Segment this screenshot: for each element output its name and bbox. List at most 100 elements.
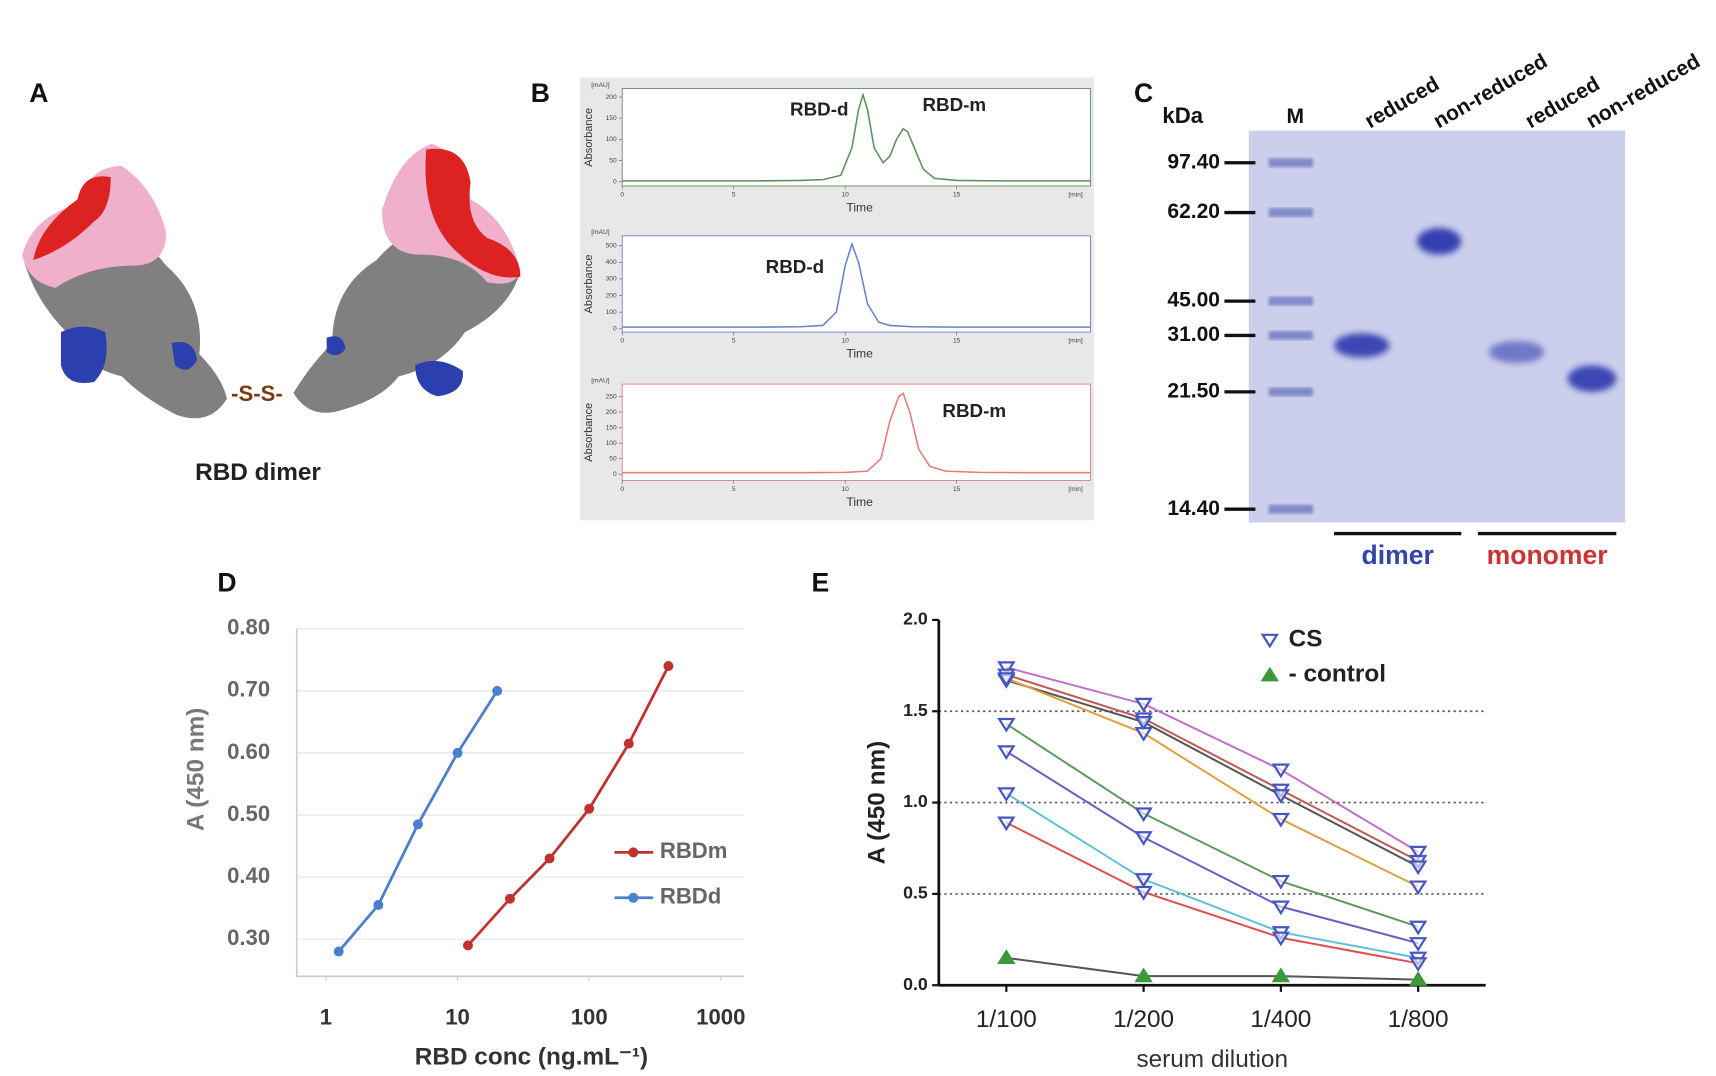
y-tick-label: 0.80 bbox=[227, 615, 270, 640]
point bbox=[997, 949, 1016, 964]
ladder-band bbox=[1268, 158, 1313, 168]
y-unit: [mAU] bbox=[591, 378, 610, 385]
gel-unit: kDa bbox=[1162, 103, 1203, 128]
x-unit: [min] bbox=[1068, 486, 1083, 493]
y-axis-label: A (450 nm) bbox=[863, 741, 890, 865]
disulfide-bond: -S-S- bbox=[231, 381, 283, 406]
y-tick-label: 150 bbox=[606, 424, 617, 431]
point bbox=[504, 893, 515, 904]
chromatogram-line bbox=[622, 241, 1091, 328]
point bbox=[452, 747, 463, 758]
point bbox=[1271, 931, 1291, 947]
point bbox=[1134, 831, 1153, 846]
ladder-band bbox=[1268, 296, 1313, 306]
y-tick-label: 0 bbox=[613, 471, 617, 478]
marker-label: 21.50 bbox=[1167, 379, 1220, 402]
point bbox=[997, 717, 1016, 733]
x-tick-label: 1000 bbox=[696, 1004, 745, 1029]
point bbox=[1134, 967, 1153, 983]
y-tick-label: 0.5 bbox=[903, 883, 928, 903]
point bbox=[997, 745, 1016, 760]
x-unit: [min] bbox=[1068, 192, 1083, 199]
x-unit: [min] bbox=[1068, 338, 1083, 345]
legend-label: RBDm bbox=[660, 838, 728, 863]
ladder-band bbox=[1268, 504, 1313, 514]
x-tick-label: 10 bbox=[842, 486, 850, 493]
y-tick-label: 2.0 bbox=[903, 609, 928, 629]
x-tick-label: 15 bbox=[953, 192, 961, 199]
point bbox=[1271, 900, 1291, 916]
peak-label: RBD-d bbox=[766, 256, 824, 277]
panel-label: E bbox=[812, 568, 830, 598]
series-line bbox=[1006, 956, 1419, 981]
point bbox=[492, 685, 503, 696]
y-tick-label: 0 bbox=[613, 326, 617, 333]
y-unit: [mAU] bbox=[591, 229, 610, 236]
x-axis-label: RBD conc (ng.mL⁻¹) bbox=[415, 1044, 648, 1071]
series-line bbox=[1005, 677, 1419, 888]
point bbox=[663, 661, 674, 671]
legend-marker bbox=[1260, 633, 1279, 649]
series-line bbox=[1005, 792, 1419, 959]
y-tick-label: 0.70 bbox=[227, 677, 270, 702]
x-tick-label: 1 bbox=[320, 1004, 332, 1029]
lane-label: reduced bbox=[1361, 72, 1443, 133]
point bbox=[1408, 860, 1428, 876]
legend-label: CS bbox=[1289, 625, 1323, 652]
point bbox=[1271, 812, 1291, 828]
point bbox=[1408, 971, 1428, 986]
peak-label: RBD-m bbox=[922, 94, 986, 115]
y-tick-label: 0 bbox=[613, 178, 617, 185]
peak-label: RBD-m bbox=[942, 400, 1006, 421]
ladder-band bbox=[1268, 387, 1313, 397]
marker-label: 62.20 bbox=[1167, 200, 1220, 223]
y-tick-label: 200 bbox=[606, 292, 617, 299]
point bbox=[997, 672, 1016, 687]
y-tick-label: 0.40 bbox=[227, 863, 270, 888]
legend-marker bbox=[628, 892, 639, 903]
point bbox=[584, 803, 595, 814]
x-tick-label: 100 bbox=[571, 1004, 608, 1029]
structure-label: RBD dimer bbox=[195, 459, 321, 486]
chromatogram-line bbox=[622, 392, 1091, 474]
point bbox=[997, 661, 1016, 676]
y-tick-label: 100 bbox=[606, 136, 617, 143]
y-tick-label: 0.0 bbox=[903, 974, 928, 994]
y-tick-label: 50 bbox=[609, 455, 617, 462]
x-tick-label: 5 bbox=[732, 338, 736, 345]
point bbox=[373, 900, 384, 910]
point bbox=[1408, 957, 1428, 972]
point bbox=[1408, 937, 1428, 952]
group-label: monomer bbox=[1487, 540, 1608, 570]
point bbox=[1134, 873, 1153, 888]
point bbox=[412, 819, 423, 830]
x-tick-label: 5 bbox=[732, 486, 736, 493]
point bbox=[1408, 845, 1428, 861]
series-line bbox=[1005, 723, 1419, 928]
protein-band bbox=[1417, 228, 1462, 255]
point bbox=[997, 816, 1016, 832]
point bbox=[1408, 880, 1428, 896]
protein-band bbox=[1334, 333, 1390, 358]
series-line bbox=[1006, 673, 1419, 862]
peak-label: RBD-d bbox=[790, 99, 848, 120]
series-line bbox=[466, 665, 670, 947]
y-tick-label: 200 bbox=[606, 94, 617, 101]
ladder-band bbox=[1268, 330, 1313, 340]
x-tick-label: 1/800 bbox=[1388, 1006, 1449, 1033]
x-tick-label: 1/400 bbox=[1250, 1006, 1311, 1033]
x-tick-label: 0 bbox=[620, 486, 624, 493]
x-axis-label: Time bbox=[846, 346, 873, 360]
panel-label: B bbox=[531, 78, 550, 108]
legend-label: RBDd bbox=[660, 884, 721, 909]
y-axis-label: Absorbance bbox=[583, 254, 595, 313]
y-axis-label: Absorbance bbox=[583, 403, 595, 462]
x-tick-label: 0 bbox=[620, 338, 624, 345]
x-axis-label: serum dilution bbox=[1136, 1046, 1288, 1073]
protein-band bbox=[1567, 365, 1617, 392]
y-unit: [mAU] bbox=[591, 82, 610, 89]
gel bbox=[1248, 130, 1626, 523]
x-tick-label: 10 bbox=[842, 192, 850, 199]
x-tick-label: 10 bbox=[842, 338, 850, 345]
